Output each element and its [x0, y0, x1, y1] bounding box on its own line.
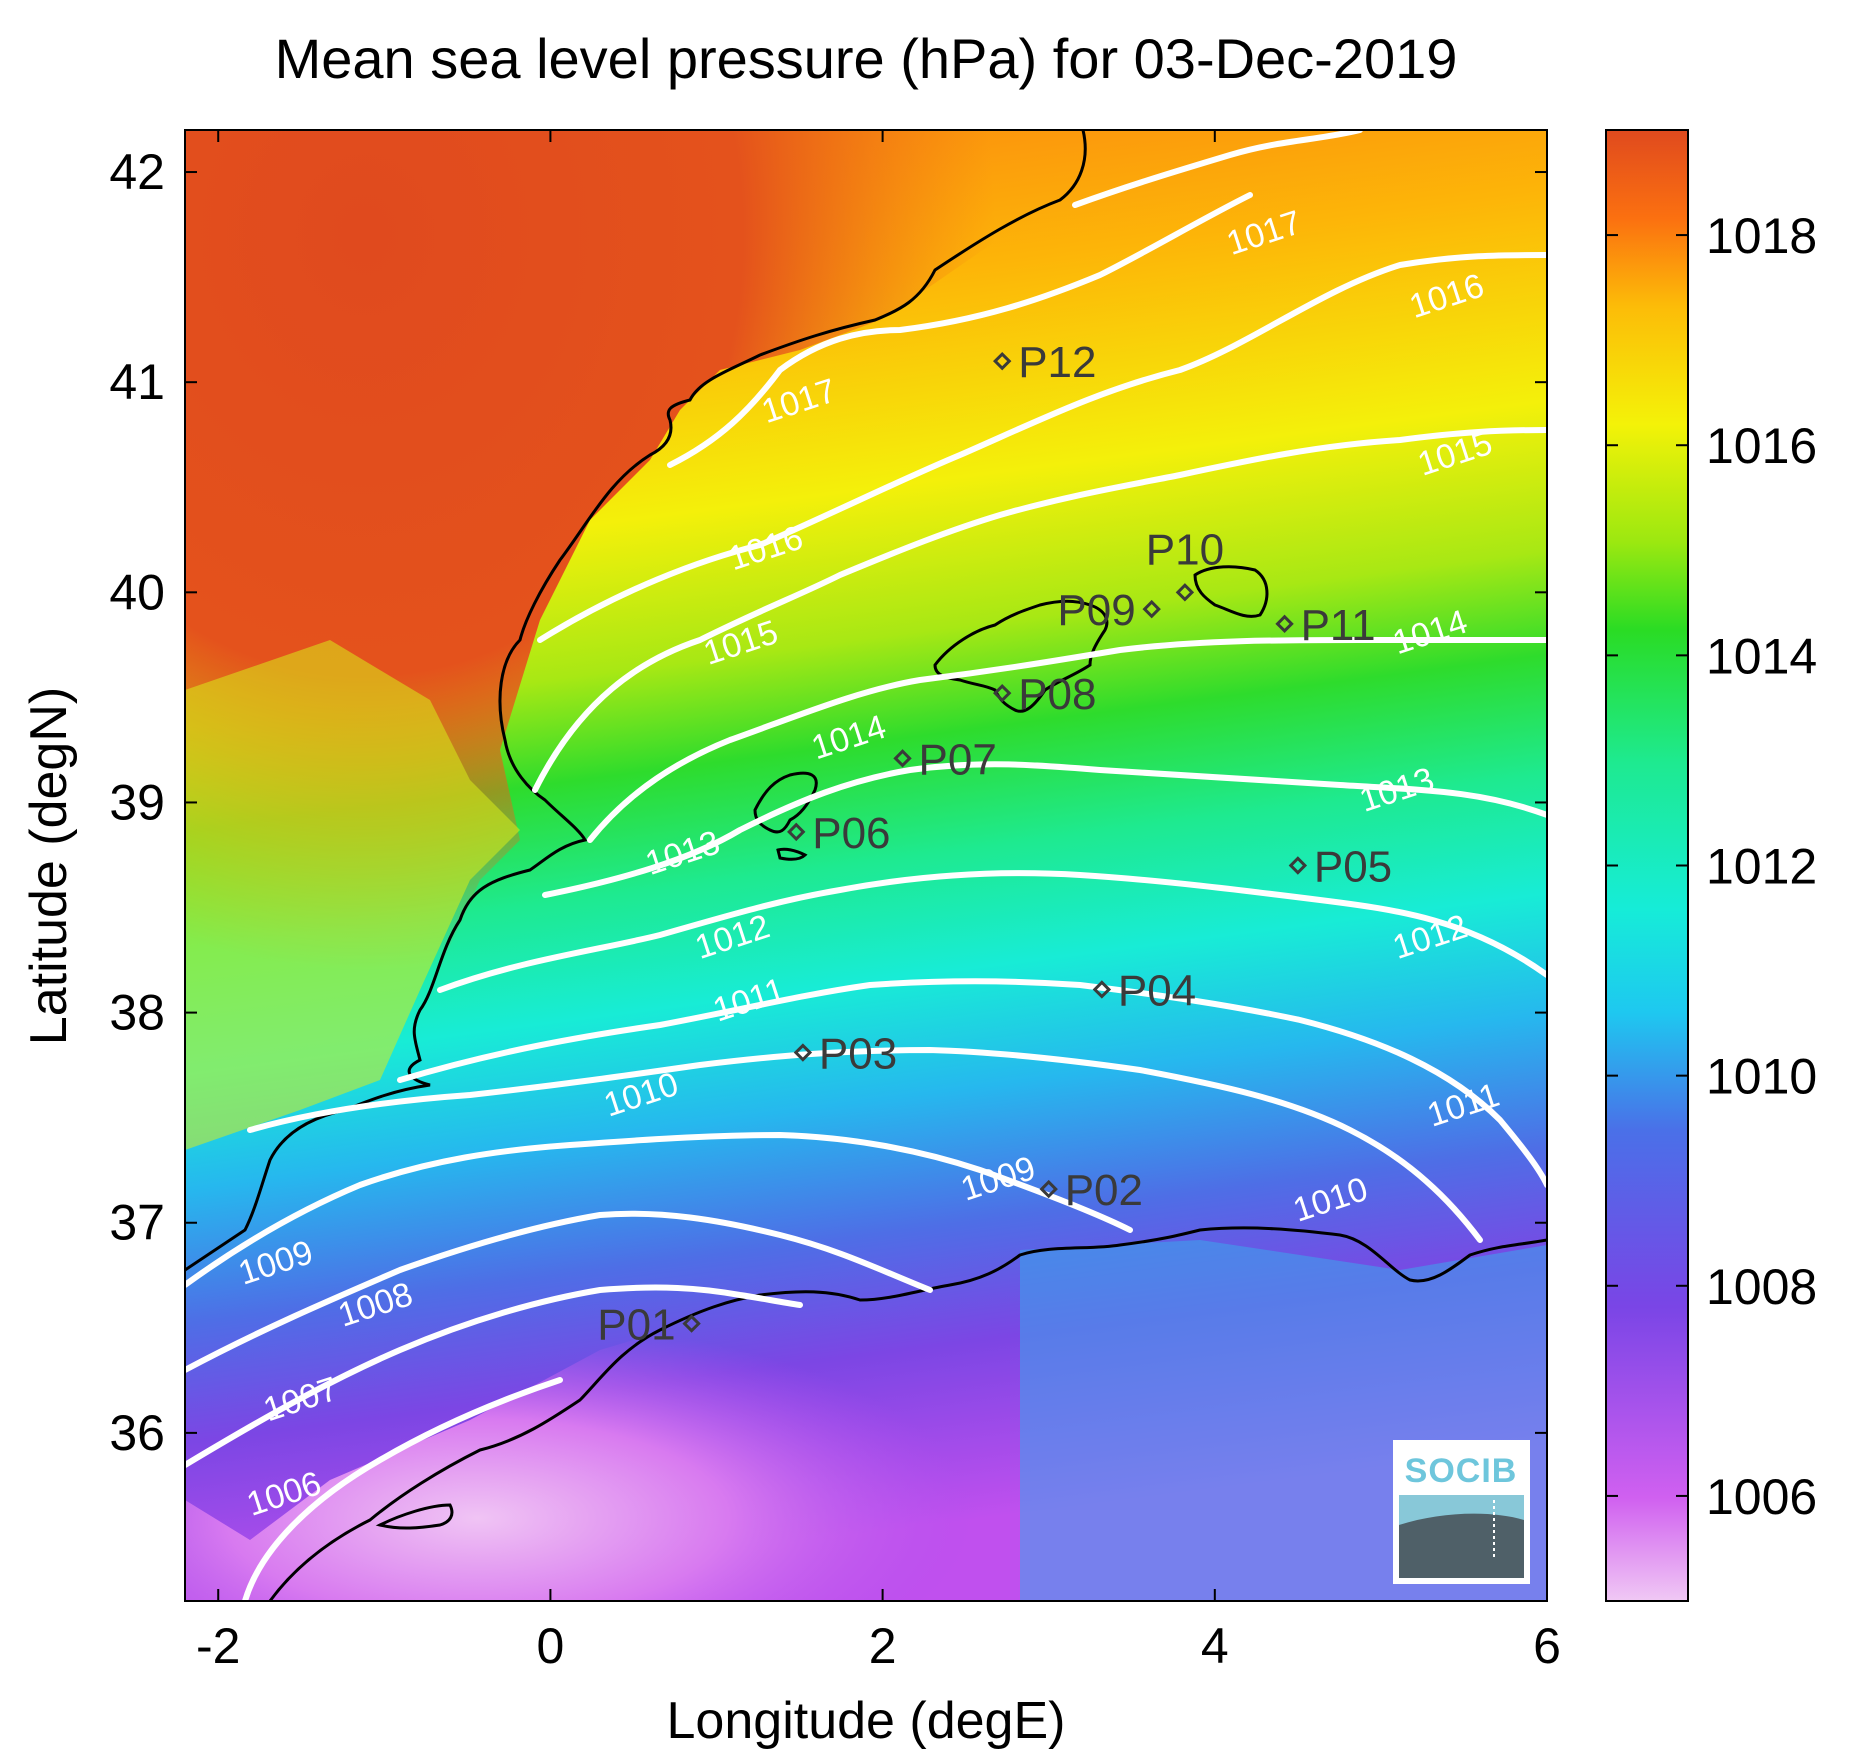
x-axis-label: Longitude (degE)	[667, 1692, 1066, 1750]
x-tick-label: 4	[1201, 1618, 1229, 1674]
station-label: P03	[819, 1030, 897, 1079]
station-label: P04	[1118, 966, 1196, 1015]
isobar-1010	[247, 1046, 1483, 1243]
station-marker	[682, 1314, 701, 1333]
station-marker	[893, 749, 912, 768]
station-label: P09	[1057, 586, 1135, 635]
colorbar-tick-label: 1012	[1706, 839, 1817, 895]
station-label: P02	[1065, 1166, 1143, 1215]
station-label: P07	[919, 735, 997, 784]
y-tick-label: 38	[109, 985, 165, 1041]
alboran-coastline	[375, 1503, 454, 1530]
station-marker	[1039, 1179, 1058, 1199]
station-marker	[1092, 980, 1112, 999]
colorbar-ticks: 1006 1008 1010 1012 1014 1016 1018	[1606, 208, 1817, 1525]
iberia-interior-area	[185, 640, 520, 1150]
station-label: P11	[1301, 601, 1376, 650]
colorbar-tick-label: 1006	[1706, 1469, 1817, 1525]
menorca-coastline	[1193, 565, 1269, 618]
station-label: P01	[597, 1301, 675, 1350]
isobar-1012	[437, 870, 1547, 993]
coastlines	[185, 130, 1547, 1601]
colorbar-tick-label: 1018	[1706, 208, 1817, 264]
africa-coastline	[268, 1226, 1547, 1601]
isobar-1016	[537, 252, 1547, 643]
y-tick-label: 39	[109, 774, 165, 830]
iberia-coastline	[185, 130, 1087, 1272]
isobar-1013	[542, 761, 1547, 898]
colorbar-tick-label: 1014	[1706, 628, 1817, 684]
isobar-1008	[185, 1210, 933, 1373]
station-marker	[787, 822, 806, 842]
map-plot-area: 1017101710161016101510151014101410131013…	[185, 130, 1547, 1601]
station-label: P06	[812, 809, 890, 858]
station-marker	[1275, 614, 1294, 634]
axes: -2 0 2 4 6 36 37 38 39 40 41 42	[109, 130, 1561, 1674]
x-tick-label: -2	[196, 1618, 240, 1674]
station-marker	[1175, 583, 1195, 602]
station-label: P12	[1018, 338, 1096, 387]
mallorca-coastline	[933, 599, 1109, 713]
plot-frame	[184, 129, 1548, 1602]
y-tick-label: 41	[109, 354, 165, 410]
isobar-1014	[587, 636, 1547, 843]
station-marker	[1288, 856, 1308, 875]
logo-wave	[1399, 1495, 1524, 1525]
y-tick-label: 37	[109, 1195, 165, 1251]
station-label: P08	[1018, 670, 1096, 719]
isobar-1009	[185, 1131, 1133, 1288]
isobar-1015	[532, 427, 1547, 793]
colorbar-tick-label: 1016	[1706, 418, 1817, 474]
formentera-coastline	[776, 847, 808, 861]
y-tick-label: 36	[109, 1405, 165, 1461]
station-marker	[993, 351, 1012, 371]
y-tick-label: 40	[109, 564, 165, 620]
isobar-1011	[397, 978, 1547, 1188]
x-tick-label: 2	[869, 1618, 897, 1674]
socib-logo: SOCIB	[1393, 1440, 1530, 1584]
x-tick-label: 6	[1533, 1618, 1561, 1674]
y-axis-label: Latitude (degN)	[20, 687, 78, 1045]
station-marker	[1142, 599, 1161, 619]
y-tick-label: 42	[109, 144, 165, 200]
colorbar	[1605, 129, 1689, 1602]
ibiza-coastline	[753, 771, 818, 834]
station-label: P10	[1146, 525, 1224, 574]
isobar-1007	[185, 1284, 803, 1468]
colorbar-tick-label: 1008	[1706, 1259, 1817, 1315]
chart-title: Mean sea level pressure (hPa) for 03-Dec…	[275, 27, 1458, 90]
logo-text: SOCIB	[1405, 1452, 1518, 1490]
isobar-1017-north	[1072, 130, 1363, 208]
colorbar-tick-label: 1010	[1706, 1049, 1817, 1105]
x-tick-label: 0	[537, 1618, 565, 1674]
isobar-1017	[667, 192, 1253, 468]
station-label: P05	[1314, 843, 1392, 892]
isobar-1006	[242, 1377, 563, 1601]
isobars	[185, 130, 1547, 1601]
station-marker	[793, 1043, 813, 1062]
station-marker	[993, 683, 1012, 703]
